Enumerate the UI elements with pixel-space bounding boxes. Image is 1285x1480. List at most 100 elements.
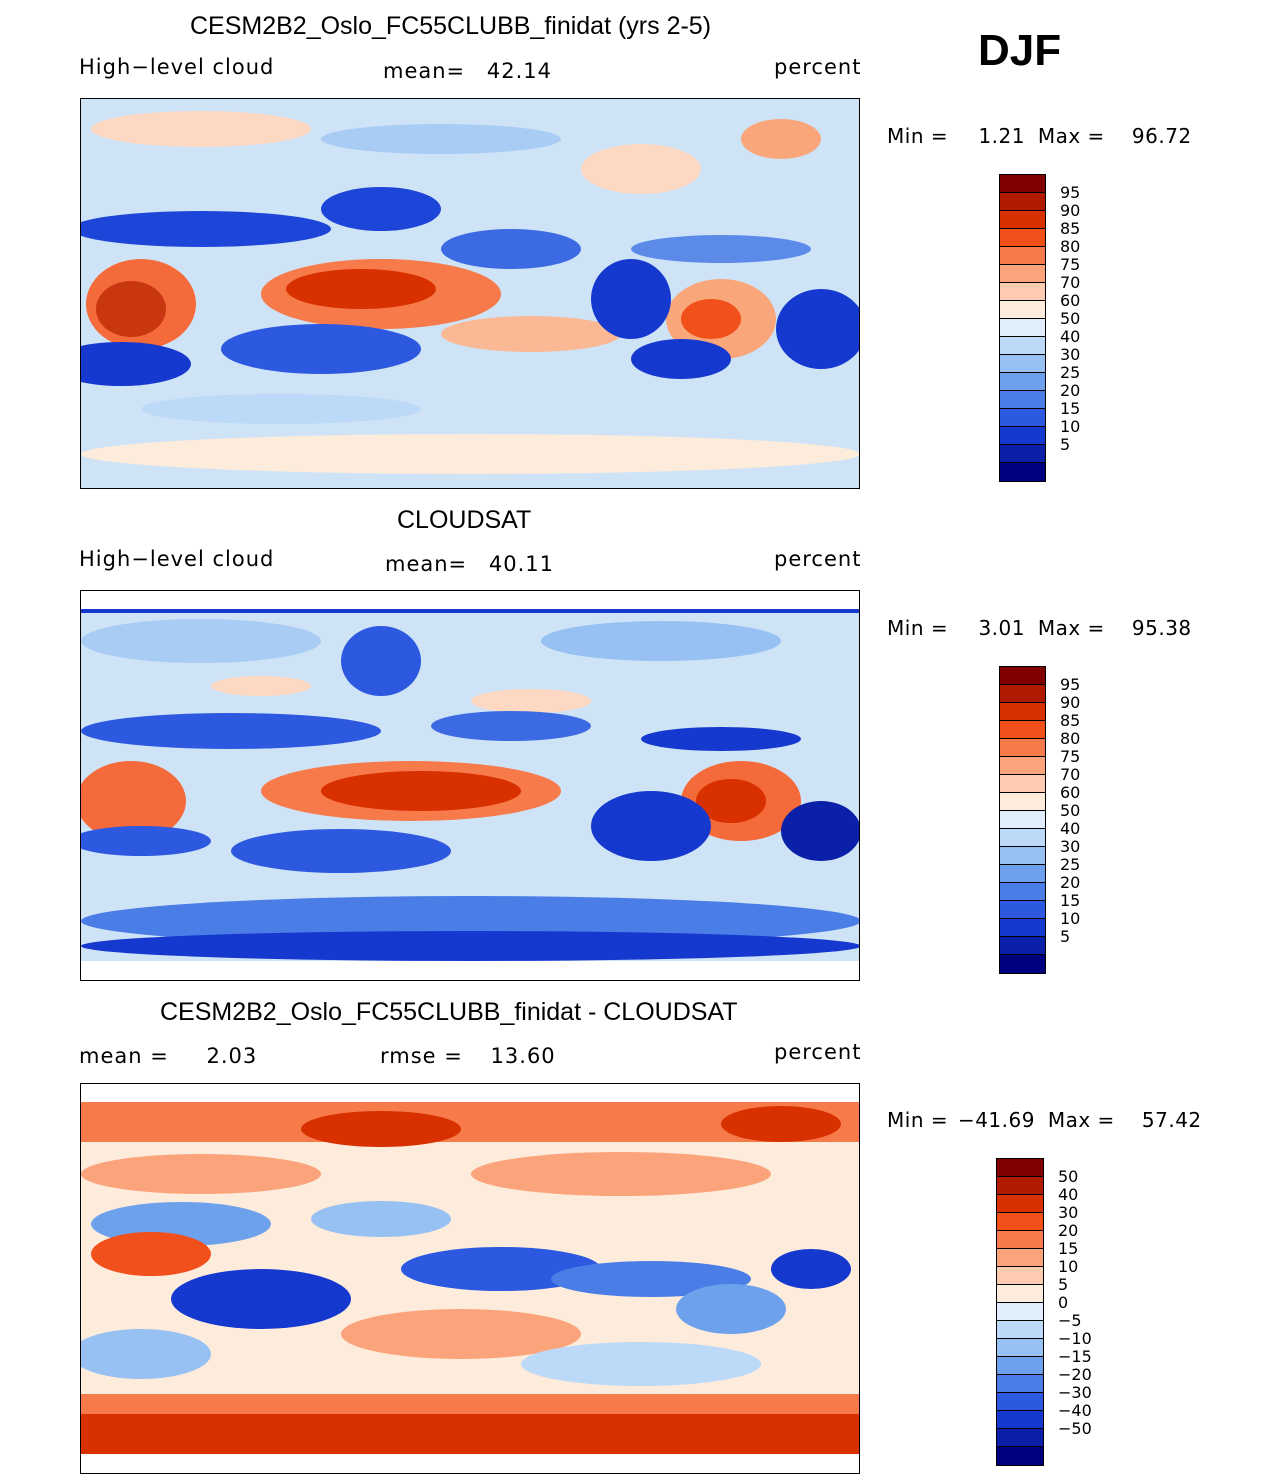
panel-2-min-value: 3.01 [978,616,1025,640]
colorbar-segment [1000,229,1045,247]
colorbar-label: 50 [1058,1167,1079,1186]
colorbar-label: 85 [1060,711,1081,730]
panel-3-colorbar [996,1158,1044,1466]
colorbar-label: 10 [1060,417,1081,436]
colorbar-segment [1000,883,1045,901]
colorbar-label: −10 [1058,1329,1092,1348]
panel-3-mean-label: mean = [79,1044,169,1068]
colorbar-segment [1000,703,1045,721]
colorbar-segment [1000,775,1045,793]
panel-1-colorbar [999,174,1046,482]
colorbar-label: 15 [1060,891,1081,910]
colorbar-label: 80 [1060,237,1081,256]
panel-1-contour-field [81,99,859,488]
panel-3-min-value: −41.69 [957,1108,1035,1132]
colorbar-segment [1000,265,1045,283]
colorbar-segment [1000,739,1045,757]
colorbar-label: 15 [1058,1239,1079,1258]
colorbar-label: 90 [1060,693,1081,712]
colorbar-label: −5 [1058,1311,1082,1330]
colorbar-label: 25 [1060,363,1081,382]
colorbar-label: −50 [1058,1419,1092,1438]
panel-2-mean: mean= 40.11 [385,552,554,576]
colorbar-segment [997,1267,1043,1285]
colorbar-label: 30 [1060,837,1081,856]
colorbar-segment [997,1249,1043,1267]
panel-1-map [80,98,860,489]
panel-2-unit: percent [774,547,862,571]
colorbar-segment [997,1447,1043,1465]
panel-2-contour-field [81,609,859,961]
panel-1-max-value: 96.72 [1131,124,1192,148]
colorbar-label: 5 [1060,435,1071,454]
colorbar-segment [1000,283,1045,301]
colorbar-label: 80 [1060,729,1081,748]
panel-3-rmse: rmse = 13.60 [380,1044,556,1068]
colorbar-segment [1000,373,1045,391]
colorbar-label: 5 [1060,927,1071,946]
colorbar-label: −30 [1058,1383,1092,1402]
colorbar-segment [1000,847,1045,865]
panel-1-min-label: Min = [887,124,949,148]
colorbar-label: 25 [1060,855,1081,874]
panel-3-rmse-value: 13.60 [490,1044,556,1068]
colorbar-label: 75 [1060,747,1081,766]
colorbar-label: 75 [1060,255,1081,274]
panel-3-mean: mean = 2.03 [79,1044,257,1068]
panel-1-min-max: Min = 1.21 Max = 96.72 [887,124,1192,148]
panel-3-rmse-label: rmse = [380,1044,463,1068]
colorbar-segment [997,1177,1043,1195]
panel-3-map [80,1083,860,1474]
colorbar-label: 50 [1060,801,1081,820]
colorbar-label: 60 [1060,291,1081,310]
colorbar-segment [997,1195,1043,1213]
colorbar-segment [1000,445,1045,463]
panel-3-mean-value: 2.03 [206,1044,258,1068]
panel-1-min-value: 1.21 [978,124,1025,148]
panel-3-min-label: Min = [887,1108,949,1132]
colorbar-segment [997,1285,1043,1303]
panel-2-max-label: Max = [1037,616,1105,640]
colorbar-segment [997,1213,1043,1231]
panel-2-colorbar [999,666,1046,974]
panel-2-mean-label: mean= [385,552,468,576]
colorbar-segment [997,1159,1043,1177]
colorbar-label: 50 [1060,309,1081,328]
panel-1-title: CESM2B2_Oslo_FC55CLUBB_finidat (yrs 2-5) [190,12,712,40]
colorbar-label: 40 [1060,819,1081,838]
colorbar-label: 10 [1060,909,1081,928]
panel-3-min-max: Min = −41.69 Max = 57.42 [887,1108,1202,1132]
colorbar-label: 40 [1060,327,1081,346]
colorbar-segment [1000,391,1045,409]
colorbar-segment [1000,955,1045,973]
colorbar-label: 70 [1060,273,1081,292]
colorbar-label: −15 [1058,1347,1092,1366]
colorbar-segment [1000,355,1045,373]
colorbar-segment [997,1303,1043,1321]
panel-2-mean-value: 40.11 [488,552,554,576]
colorbar-label: 40 [1058,1185,1079,1204]
colorbar-segment [1000,721,1045,739]
panel-3-max-label: Max = [1047,1108,1115,1132]
panel-2-variable-label: High−level cloud [79,547,275,571]
colorbar-segment [1000,667,1045,685]
colorbar-label: 95 [1060,183,1081,202]
colorbar-segment [1000,937,1045,955]
colorbar-segment [1000,793,1045,811]
colorbar-segment [1000,919,1045,937]
panel-3-max-value: 57.42 [1141,1108,1202,1132]
colorbar-segment [1000,337,1045,355]
colorbar-label: 5 [1058,1275,1069,1294]
panel-2-max-value: 95.38 [1131,616,1192,640]
panel-1-mean: mean= 42.14 [383,59,552,83]
panel-1-max-label: Max = [1037,124,1105,148]
colorbar-label: 0 [1058,1293,1069,1312]
colorbar-label: 20 [1060,381,1081,400]
colorbar-label: 30 [1058,1203,1079,1222]
colorbar-label: 15 [1060,399,1081,418]
colorbar-segment [1000,463,1045,481]
panel-1-unit: percent [774,55,862,79]
colorbar-segment [997,1375,1043,1393]
colorbar-label: 30 [1060,345,1081,364]
panel-2-title: CLOUDSAT [397,506,532,534]
